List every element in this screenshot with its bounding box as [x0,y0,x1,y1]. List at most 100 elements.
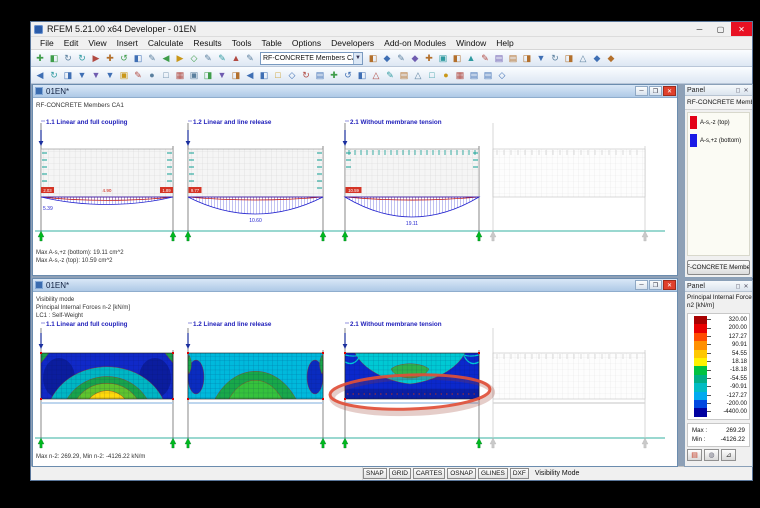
clipping-icon[interactable]: ◨ [522,52,532,63]
next-case-icon[interactable]: ◆ [383,52,391,63]
open-icon[interactable]: ◧ [49,52,59,63]
select-icon[interactable]: ◀ [36,69,44,80]
load-case-icon[interactable]: ● [443,70,449,80]
member-hinge-icon[interactable]: ↺ [344,69,352,80]
user-view-icon[interactable]: ↻ [551,52,559,63]
status-toggle-dxf[interactable]: DXF [509,468,529,479]
menu-results[interactable]: Results [193,38,222,48]
node-icon[interactable]: ◨ [231,69,241,80]
smooth-results-icon[interactable]: ◍ [704,448,719,461]
viewport-bottom-titlebar[interactable]: 01EN* ─ ❐ ✕ [33,279,677,292]
undo-icon[interactable]: ✚ [106,52,114,63]
menu-calculate[interactable]: Calculate [147,38,184,48]
visibility-icon[interactable]: ▼ [536,53,546,63]
results-display-icon[interactable]: ▲ [466,53,476,63]
select-window-icon[interactable]: ↻ [50,69,58,80]
refresh-icon[interactable]: ✎ [148,52,156,63]
color-scale-options-icon[interactable]: ▤ [687,448,702,461]
grid-settings-icon[interactable]: ▼ [91,70,101,80]
status-toggle-osnap[interactable]: OSNAP [447,468,476,479]
free-load-icon[interactable]: △ [414,69,422,80]
menu-developers[interactable]: Developers [331,38,375,48]
child-restore-button[interactable]: ❐ [649,86,662,96]
surface-icon[interactable]: □ [275,70,281,80]
menu-edit[interactable]: Edit [63,38,79,48]
menu-window[interactable]: Window [456,38,487,48]
menu-view[interactable]: View [88,38,107,48]
mirror-icon[interactable]: ▦ [175,69,185,80]
status-toggle-cartes[interactable]: CARTES [412,468,446,479]
menu-options[interactable]: Options [291,38,322,48]
visibility-members-icon[interactable]: ▼ [105,70,115,80]
copy-icon[interactable]: ▶ [92,52,100,63]
pin-icon[interactable]: ◻ [735,283,741,290]
work-plane-icon[interactable]: ▼ [77,70,87,80]
status-toggle-glines[interactable]: GLINES [477,468,508,479]
stop-icon[interactable]: ◆ [607,52,615,63]
connect-icon[interactable]: ◨ [203,69,213,80]
line-support-icon[interactable]: ✚ [330,69,338,80]
surface-load-icon[interactable]: ▤ [399,69,409,80]
imperfection-icon[interactable]: □ [429,70,435,80]
display-options-icon[interactable]: ⊿ [721,448,736,461]
visibility-solids-icon[interactable]: ✎ [134,69,142,80]
color-scale[interactable]: 320.00 200.00 127.27 90.91 54.55 18.18 -18.18-… [687,313,750,420]
project-icon[interactable]: ▣ [189,69,199,80]
child-close-button[interactable]: ✕ [663,280,676,290]
viewport-top-titlebar[interactable]: 01EN* ─ ❐ ✕ [33,85,677,98]
split-icon[interactable]: ▼ [217,70,227,80]
child-minimize-button[interactable]: ─ [635,280,648,290]
loads-display-icon[interactable]: ◧ [452,52,462,63]
calculate-all-icon[interactable]: ◆ [411,52,419,63]
zoom-window-icon[interactable]: ◀ [162,52,170,63]
menu-file[interactable]: File [40,38,54,48]
menu-table[interactable]: Table [261,38,282,48]
snap-percent-icon[interactable]: ◨ [63,69,73,80]
redo-icon[interactable]: ↺ [120,52,128,63]
check-icon[interactable]: ✚ [425,52,433,63]
panel-bottom-titlebar[interactable]: Panel ◻ ✕ [685,281,752,292]
print-graphic-icon[interactable]: ◆ [593,52,601,63]
opening-icon[interactable]: ◇ [288,69,296,80]
nodal-load-icon[interactable]: △ [372,69,380,80]
zoom-in-icon[interactable]: ▶ [176,52,184,63]
line-icon[interactable]: ◀ [246,69,254,80]
show-results-icon[interactable]: ◧ [133,52,143,63]
display-properties-icon[interactable]: ◇ [498,69,506,80]
panel-top-titlebar[interactable]: Panel ◻ ✕ [685,85,752,96]
minimize-button[interactable]: ─ [696,24,703,34]
numbering-icon[interactable]: ✎ [246,52,254,63]
child-minimize-button[interactable]: ─ [635,86,648,96]
close-button[interactable]: ✕ [731,22,752,36]
new-icon[interactable]: ✚ [36,52,44,63]
solid-icon[interactable]: ↻ [302,69,310,80]
child-restore-button[interactable]: ❐ [649,280,662,290]
member-load-icon[interactable]: ✎ [386,69,394,80]
close-icon[interactable]: ✕ [743,87,749,94]
status-toggle-grid[interactable]: GRID [388,468,411,479]
help-pointer-icon[interactable]: △ [579,52,587,63]
child-close-button[interactable]: ✕ [663,86,676,96]
renumber-icon[interactable]: ▤ [469,69,479,80]
surface-display-icon[interactable]: ▤ [494,52,504,63]
close-icon[interactable]: ✕ [743,283,749,290]
menu-tools[interactable]: Tools [231,38,252,48]
chevron-down-icon[interactable]: ▼ [353,52,362,64]
module-combobox[interactable]: RF-CONCRETE Members CA1 ▼ [260,51,363,65]
viewport-top-canvas[interactable]: RF-CONCRETE Members CA1 [33,98,677,275]
line-hinge-icon[interactable]: ◧ [357,69,367,80]
move-copy-icon[interactable]: ● [149,70,155,80]
member-icon[interactable]: ◧ [259,69,269,80]
member-display-icon[interactable]: ✎ [481,52,489,63]
undo-view-icon[interactable]: ◨ [564,52,574,63]
maximize-button[interactable]: ▢ [716,24,725,34]
viewport-bottom-canvas[interactable]: Visibility mode Principal Internal Force… [33,292,677,466]
print-icon[interactable]: ↻ [78,52,86,63]
visibility-surfaces-icon[interactable]: ▣ [119,69,129,80]
edit-parameters-icon[interactable]: ✎ [397,52,405,63]
previous-view-icon[interactable]: ✎ [218,52,226,63]
status-toggle-snap[interactable]: SNAP [363,468,387,479]
save-icon[interactable]: ↻ [64,52,72,63]
zoom-out-icon[interactable]: ◇ [190,52,198,63]
rotate-icon[interactable]: □ [163,70,169,80]
